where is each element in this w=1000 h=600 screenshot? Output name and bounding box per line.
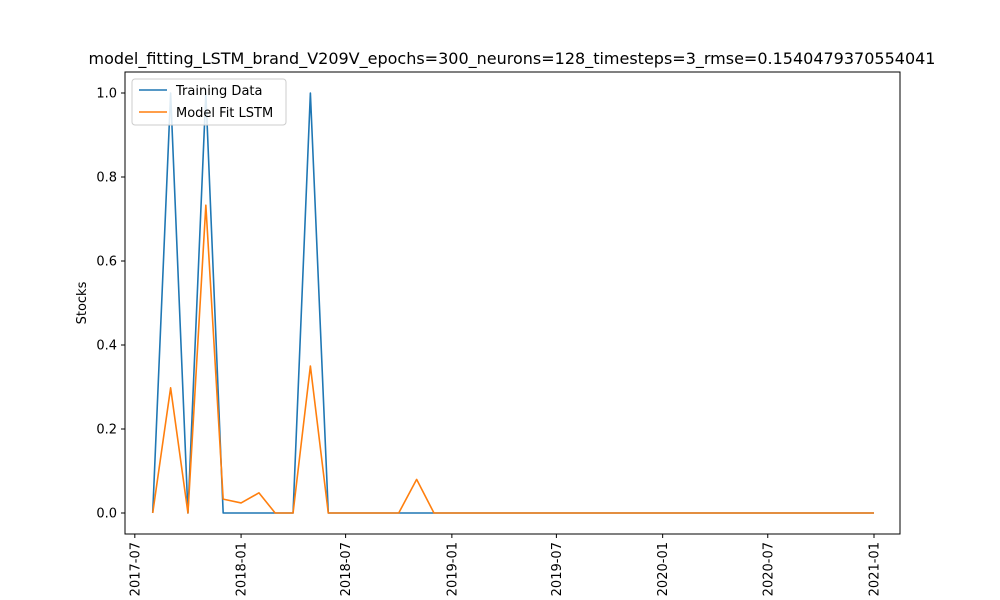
x-tick-label: 2019-07 — [550, 542, 565, 596]
y-tick-label: 0.4 — [96, 339, 117, 354]
legend: Training Data Model Fit LSTM — [131, 78, 287, 126]
legend-frame — [131, 78, 287, 126]
y-tick-label: 1.0 — [96, 87, 117, 102]
x-tick-label: 2018-07 — [339, 542, 354, 596]
plot-lines — [151, 92, 875, 514]
x-tick-label: 2019-01 — [445, 542, 460, 596]
y-tick-label: 0.6 — [96, 255, 117, 270]
y-tick-label: 0.8 — [96, 171, 117, 186]
chart-title: model_fitting_LSTM_brand_V209V_epochs=30… — [89, 49, 936, 69]
x-tick-label: 2020-07 — [761, 542, 776, 596]
plot-frame — [124, 71, 901, 535]
x-tick-label: 2021-01 — [868, 542, 883, 596]
x-tick-label: 2018-01 — [235, 542, 250, 596]
x-tick-label: 2020-01 — [656, 542, 671, 596]
series-line-training-data — [151, 92, 875, 514]
y-axis: 0.0 0.2 0.4 0.6 0.8 1.0 — [96, 87, 125, 522]
x-tick-label: 2017-07 — [128, 542, 143, 596]
series-line-model-fit-lstm — [151, 204, 875, 514]
y-tick-label: 0.0 — [96, 507, 117, 522]
y-axis-label: Stocks — [75, 281, 90, 324]
legend-label-model: Model Fit LSTM — [176, 106, 273, 121]
x-axis: 2017-07 2018-01 2018-07 2019-01 2019-07 2020-… — [128, 534, 883, 596]
y-tick-label: 0.2 — [96, 423, 117, 438]
legend-label-training: Training Data — [175, 84, 262, 99]
